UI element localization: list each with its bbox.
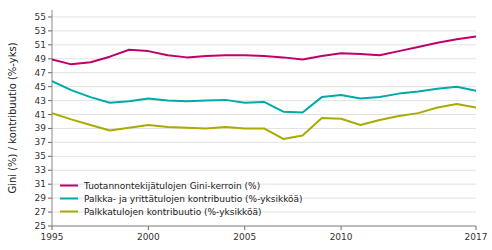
tick-label-y: 37 — [35, 137, 46, 147]
tick-label-x: 1995 — [41, 232, 64, 242]
tick-y — [48, 184, 52, 185]
grid-line-y — [52, 44, 476, 45]
grid-line-y — [52, 30, 476, 31]
tick-label-y: 49 — [35, 54, 47, 64]
legend-swatch — [60, 211, 78, 213]
tick-y — [48, 30, 52, 31]
series-line — [52, 36, 476, 64]
chart: 25 27 29 31 33 35 37 39 41 43 45 47 49 51 53 55 1995 2000… — [0, 0, 492, 250]
tick-label-x: 2010 — [330, 232, 353, 242]
legend-swatch — [60, 185, 78, 187]
grid-line-y — [52, 170, 476, 171]
tick-y — [48, 198, 52, 199]
legend: Tuotannontekijätulojen Gini-kerroin (%) P… — [60, 181, 303, 217]
grid-line-y — [52, 16, 476, 17]
tick-label-x: 2000 — [137, 232, 160, 242]
legend-swatch — [60, 198, 78, 200]
tick-y — [48, 58, 52, 59]
grid-line-y — [52, 226, 476, 227]
tick-y — [48, 44, 52, 45]
axis-line-y — [52, 10, 53, 226]
legend-item: Palkkatulojen kontribuutio (%-yksikköä) — [60, 207, 262, 217]
tick-label-y: 33 — [35, 165, 46, 175]
tick-x — [52, 226, 53, 230]
legend-item: Palkka- ja yrittätulojen kontribuutio (%… — [60, 194, 303, 204]
tick-y — [48, 170, 52, 171]
tick-y — [48, 156, 52, 157]
tick-label-y: 29 — [35, 193, 47, 203]
tick-label-y: 25 — [35, 221, 46, 231]
tick-label-y: 45 — [35, 82, 46, 92]
tick-x — [341, 226, 342, 230]
legend-label: Tuotannontekijätulojen Gini-kerroin (%) — [83, 181, 260, 191]
grid-line-y — [52, 142, 476, 143]
tick-label-y: 39 — [35, 123, 47, 133]
tick-label-y: 55 — [35, 12, 46, 22]
tick-y — [48, 226, 52, 227]
tick-label-x: 2005 — [233, 232, 256, 242]
tick-y — [48, 16, 52, 17]
grid-line-y — [52, 58, 476, 59]
grid-line-y — [52, 156, 476, 157]
axes: 25 27 29 31 33 35 37 39 41 43 45 47 49 51 53 55 1995 2000… — [35, 10, 488, 242]
tick-x — [476, 226, 477, 230]
legend-label: Palkkatulojen kontribuutio (%-yksikköä) — [84, 207, 262, 217]
grid-line-y — [52, 86, 476, 87]
tick-label-x: 2017 — [465, 232, 488, 242]
legend-item: Tuotannontekijätulojen Gini-kerroin (%) — [60, 181, 260, 191]
tick-label-y: 35 — [35, 151, 46, 161]
tick-y — [48, 72, 52, 73]
tick-label-y: 51 — [35, 40, 46, 50]
tick-y — [48, 142, 52, 143]
grid-line-y — [52, 72, 476, 73]
tick-label-y: 53 — [35, 26, 46, 36]
plot-area — [52, 36, 476, 138]
tick-label-y: 31 — [35, 179, 46, 189]
grid-line-y — [52, 100, 476, 101]
tick-y — [48, 128, 52, 129]
tick-x — [244, 226, 245, 230]
tick-y — [48, 86, 52, 87]
axis-line-x — [52, 226, 476, 227]
tick-label-y: 47 — [35, 68, 46, 78]
tick-x — [148, 226, 149, 230]
tick-y — [48, 114, 52, 115]
tick-label-y: 27 — [35, 207, 46, 217]
tick-y — [48, 100, 52, 101]
legend-label: Palkka- ja yrittätulojen kontribuutio (%… — [84, 194, 303, 204]
y-axis-label: Gini (%) / kontribuutio (%-yks) — [7, 42, 18, 193]
tick-y — [48, 212, 52, 213]
series-line — [52, 104, 476, 139]
series-line — [52, 81, 476, 112]
tick-label-y: 43 — [35, 96, 46, 106]
tick-label-y: 41 — [35, 110, 46, 120]
